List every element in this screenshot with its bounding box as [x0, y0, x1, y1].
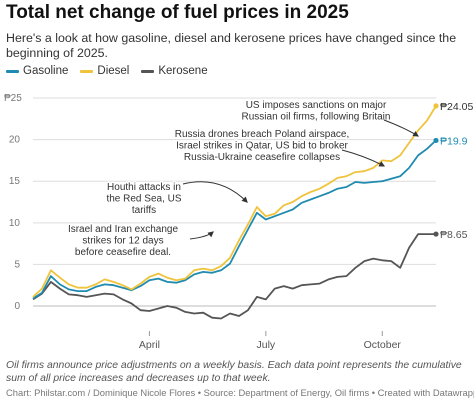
chart-note: Oil firms announce price adjustments on … — [6, 360, 462, 384]
annotation-text-1-1: Israel strikes in Qatar, US bid to broke… — [176, 141, 348, 152]
annotation-halo-3-2: before ceasefire deal. — [75, 247, 171, 258]
end-label-gasoline: ₱19.9 — [440, 135, 468, 147]
annotation-text-1-2: Russia-Ukraine ceasefire collapses — [184, 152, 340, 163]
annotation-halo-2-1: the Red Sea, US — [106, 194, 181, 205]
chart-credit: Chart: Philstar.com / Dominique Nicole F… — [6, 387, 474, 398]
y-tick-label-20: 20 — [9, 135, 21, 146]
annotation-halo-1-1: Israel strikes in Qatar, US bid to broke… — [176, 141, 348, 152]
legend-item-kerosene: Kerosene — [141, 65, 208, 77]
legend-label-kerosene: Kerosene — [158, 65, 208, 77]
legend-swatch-gasoline — [6, 69, 19, 73]
y-tick-label-0: 0 — [14, 301, 20, 312]
end-point-gasoline — [433, 137, 439, 144]
annotation-arrow-2 — [182, 181, 248, 203]
annotation-halo-3-1: strikes for 12 days — [82, 236, 163, 247]
annotation-text-2-1: the Red Sea, US — [106, 194, 181, 205]
annotation-text-0-1: Russian oil firms, following Britain — [242, 112, 391, 123]
series-line-diesel — [32, 105, 437, 298]
annotation-halo-3-0: Israel and Iran exchange — [68, 224, 179, 235]
annotation-halo-0-0: US imposes sanctions on major — [246, 100, 387, 111]
line-chart: ₱25 0 5 10 15 20 April July October ₱19.9 ₱24.05 ₱8… — [4, 93, 473, 351]
chart-legend: Gasoline Diesel Kerosene — [6, 65, 208, 77]
annotation-arrow-3 — [189, 231, 214, 240]
annotation-halo-2-0: Houthi attacks in — [107, 182, 181, 193]
annotation-halo-0-1: Russian oil firms, following Britain — [242, 112, 391, 123]
annotation-text-3-1: strikes for 12 days — [82, 236, 163, 247]
end-label-diesel: ₱24.05 — [440, 101, 473, 113]
y-tick-label-10: 10 — [9, 218, 21, 229]
series-line-kerosene — [32, 233, 436, 320]
legend-label-gasoline: Gasoline — [23, 65, 69, 77]
legend-item-diesel: Diesel — [80, 65, 129, 77]
end-point-diesel — [433, 103, 439, 109]
legend-item-gasoline: Gasoline — [6, 65, 68, 77]
x-tick-label-july: July — [257, 339, 276, 351]
annotation-text-3-0: Israel and Iran exchange — [68, 224, 179, 235]
annotation-text-2-0: Houthi attacks in — [107, 182, 181, 193]
chart-subtitle: Here's a look at how gasoline, diesel an… — [6, 31, 457, 60]
annotation-halo-1-2: Russia-Ukraine ceasefire collapses — [184, 152, 340, 163]
x-tick-label-april: April — [139, 339, 160, 351]
annotation-text-0-0: US imposes sanctions on major — [246, 100, 387, 111]
end-label-kerosene: ₱8.65 — [440, 229, 468, 241]
y-tick-label-5: 5 — [14, 259, 20, 270]
legend-swatch-diesel — [80, 69, 94, 73]
annotation-halo-1-0: Russia drones breach Poland airspace, — [175, 129, 350, 140]
end-point-kerosene — [433, 231, 439, 237]
legend-label-diesel: Diesel — [97, 65, 130, 77]
annotation-arrow-1 — [341, 149, 386, 167]
chart-title: Total net change of fuel prices in 2025 — [6, 2, 349, 23]
annotation-text-2-2: tariffs — [132, 205, 156, 216]
y-tick-label-top: ₱25 — [4, 93, 22, 104]
y-tick-label-15: 15 — [9, 176, 21, 187]
annotation-halo-2-2: tariffs — [132, 205, 156, 216]
x-tick-label-october: October — [364, 339, 402, 351]
annotation-text-3-2: before ceasefire deal. — [75, 247, 171, 258]
annotation-arrow-0 — [383, 119, 420, 137]
annotation-text-1-0: Russia drones breach Poland airspace, — [175, 129, 350, 140]
series-line-gasoline — [32, 139, 437, 300]
legend-swatch-kerosene — [141, 69, 155, 73]
